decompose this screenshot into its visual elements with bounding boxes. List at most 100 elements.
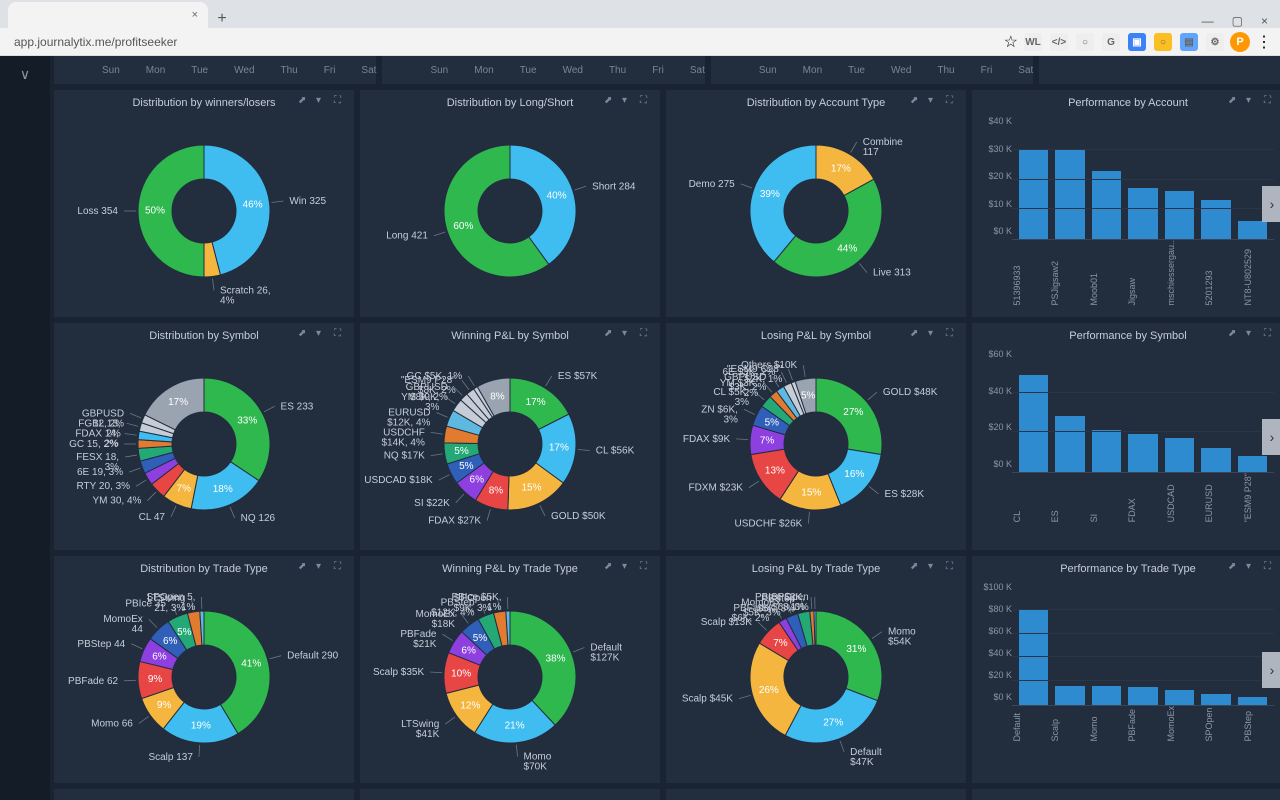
bar[interactable] xyxy=(1128,687,1157,705)
panel-win_trade: Winning P&L by Trade Type ⬈ ▾ ⛶ 38%21%12… xyxy=(360,556,660,783)
bar[interactable] xyxy=(1055,150,1084,239)
panel-title: Losing P&L by Trade Type xyxy=(752,563,880,575)
window-max-icon[interactable]: ▢ xyxy=(1232,14,1243,28)
panel-dropdown-icon[interactable]: ▾ xyxy=(622,561,636,573)
bar[interactable] xyxy=(1019,150,1048,239)
panel-dropdown-icon[interactable]: ▾ xyxy=(622,328,636,340)
bar[interactable] xyxy=(1201,448,1230,472)
panel-edit-icon[interactable]: ⬈ xyxy=(910,328,924,340)
svg-text:9%: 9% xyxy=(157,700,172,711)
panel-edit-icon[interactable]: ⬈ xyxy=(604,95,618,107)
panel-edit-icon[interactable]: ⬈ xyxy=(298,561,312,573)
browser-tab[interactable]: × xyxy=(8,2,208,28)
svg-text:13%: 13% xyxy=(765,465,785,476)
svg-text:7%: 7% xyxy=(773,638,788,649)
ext-icon[interactable]: ⚙ xyxy=(1206,33,1224,51)
panel-edit-icon[interactable]: ⬈ xyxy=(298,328,312,340)
ext-icon[interactable]: ▣ xyxy=(1128,33,1146,51)
bar[interactable] xyxy=(1092,686,1121,705)
panel-dropdown-icon[interactable]: ▾ xyxy=(928,561,942,573)
panel-expand-icon[interactable]: ⛶ xyxy=(1264,561,1278,573)
svg-text:Live 313: Live 313 xyxy=(873,268,911,279)
panel-expand-icon[interactable]: ⛶ xyxy=(640,95,654,107)
bar[interactable] xyxy=(1201,200,1230,239)
bar[interactable] xyxy=(1019,375,1048,472)
panel-edit-icon[interactable]: ⬈ xyxy=(604,561,618,573)
scroll-right-icon[interactable]: › xyxy=(1262,652,1280,688)
svg-text:Combine117: Combine117 xyxy=(863,137,903,158)
bookmark-star-icon[interactable]: ☆ xyxy=(1004,32,1018,52)
bar[interactable] xyxy=(1019,610,1048,705)
window-close-icon[interactable]: × xyxy=(1261,14,1268,28)
ext-icon[interactable]: ▤ xyxy=(1180,33,1198,51)
panel-expand-icon[interactable]: ⛶ xyxy=(334,95,348,107)
weekday-header-row: SunMonTueWedThuFriSat SunMonTueWedThuFri… xyxy=(54,56,1276,84)
ext-icon[interactable]: WL xyxy=(1024,33,1042,51)
slice-label: FDAX $27K xyxy=(428,509,490,526)
svg-text:YM 30, 4%: YM 30, 4% xyxy=(93,496,142,507)
scroll-right-icon[interactable]: › xyxy=(1262,419,1280,455)
ext-icon[interactable]: </> xyxy=(1050,33,1068,51)
panel-edit-icon[interactable]: ⬈ xyxy=(910,561,924,573)
panel-expand-icon[interactable]: ⛶ xyxy=(334,561,348,573)
bar[interactable] xyxy=(1055,416,1084,472)
bar[interactable] xyxy=(1238,221,1267,239)
panel-expand-icon[interactable]: ⛶ xyxy=(946,328,960,340)
ext-icon[interactable]: ○ xyxy=(1076,33,1094,51)
panel-dropdown-icon[interactable]: ▾ xyxy=(928,328,942,340)
bar[interactable] xyxy=(1165,438,1194,472)
bar[interactable] xyxy=(1165,191,1194,239)
bar[interactable] xyxy=(1165,690,1194,705)
bar[interactable] xyxy=(1201,694,1230,705)
svg-text:17%: 17% xyxy=(831,163,851,174)
panel-expand-icon[interactable]: ⛶ xyxy=(640,328,654,340)
sidebar-expand-icon[interactable]: ∨ xyxy=(20,66,30,800)
ext-icon[interactable]: G xyxy=(1102,33,1120,51)
panel-edit-icon[interactable]: ⬈ xyxy=(1228,561,1242,573)
panel-dropdown-icon[interactable]: ▾ xyxy=(316,95,330,107)
panel-dropdown-icon[interactable]: ▾ xyxy=(1246,95,1260,107)
bar[interactable] xyxy=(1128,188,1157,239)
panel-edit-icon[interactable]: ⬈ xyxy=(604,328,618,340)
ext-icon[interactable]: ○ xyxy=(1154,33,1172,51)
slice-label: Combine117 xyxy=(851,137,904,158)
panel-expand-icon[interactable]: ⛶ xyxy=(946,95,960,107)
panel-expand-icon[interactable]: ⛶ xyxy=(334,328,348,340)
new-tab-button[interactable]: + xyxy=(208,10,236,28)
panel-edit-icon[interactable]: ⬈ xyxy=(910,95,924,107)
svg-text:19%: 19% xyxy=(191,721,211,732)
window-min-icon[interactable]: — xyxy=(1202,14,1214,28)
panel-dropdown-icon[interactable]: ▾ xyxy=(316,328,330,340)
bar[interactable] xyxy=(1092,430,1121,472)
svg-text:Others $10K: Others $10K xyxy=(741,360,797,371)
panel-expand-icon[interactable]: ⛶ xyxy=(946,561,960,573)
bar[interactable] xyxy=(1238,697,1267,705)
panel-expand-icon[interactable]: ⛶ xyxy=(640,561,654,573)
tab-close-icon[interactable]: × xyxy=(192,9,198,21)
bar[interactable] xyxy=(1055,686,1084,705)
x-label: Momo xyxy=(1089,706,1120,746)
svg-text:Momo 66: Momo 66 xyxy=(91,718,133,729)
panel-dropdown-icon[interactable]: ▾ xyxy=(928,95,942,107)
svg-text:CL 47: CL 47 xyxy=(139,512,166,523)
browser-menu-icon[interactable]: ⋮ xyxy=(1256,32,1272,52)
panel-dist_symbol: Distribution by Symbol ⬈ ▾ ⛶ 33%18%7%17%… xyxy=(54,323,354,550)
panel-dropdown-icon[interactable]: ▾ xyxy=(1246,328,1260,340)
panel-edit-icon[interactable]: ⬈ xyxy=(298,95,312,107)
panel-edit-icon[interactable]: ⬈ xyxy=(1228,95,1242,107)
panel-dropdown-icon[interactable]: ▾ xyxy=(622,95,636,107)
panel-dropdown-icon[interactable]: ▾ xyxy=(1246,561,1260,573)
profile-avatar[interactable]: P xyxy=(1230,32,1250,52)
bar[interactable] xyxy=(1238,456,1267,472)
panel-expand-icon[interactable]: ⛶ xyxy=(1264,95,1278,107)
x-label: 51396933 xyxy=(1012,240,1043,310)
scroll-right-icon[interactable]: › xyxy=(1262,186,1280,222)
panel-dropdown-icon[interactable]: ▾ xyxy=(316,561,330,573)
x-label: mschiessergau.. xyxy=(1166,240,1197,310)
bar[interactable] xyxy=(1092,171,1121,239)
panel-expand-icon[interactable]: ⛶ xyxy=(1264,328,1278,340)
x-label: CL xyxy=(1012,473,1043,526)
bar[interactable] xyxy=(1128,434,1157,472)
panel-edit-icon[interactable]: ⬈ xyxy=(1228,328,1242,340)
url-bar[interactable]: app.journalytix.me/profitseeker xyxy=(8,33,998,51)
